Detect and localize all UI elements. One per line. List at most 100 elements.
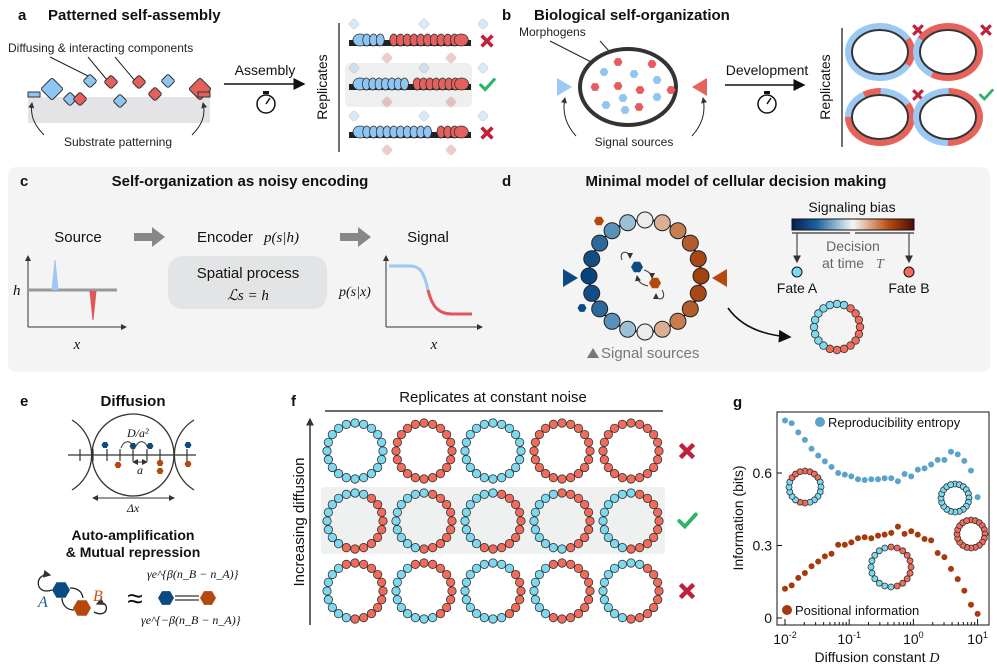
cell-fate-a: [471, 469, 482, 479]
cell-fate-a: [350, 488, 360, 498]
cell-fate-a: [875, 579, 883, 587]
cell-fate-a: [598, 586, 608, 596]
panel-d: d Minimal model of cellular decision mak…: [502, 173, 930, 362]
replicate-ring: [460, 488, 526, 554]
cell-fate-b: [442, 532, 452, 543]
data-point: [914, 531, 921, 538]
curved-arrow: [561, 97, 577, 137]
replicate-ring: [391, 418, 457, 484]
cell-fate-a: [516, 446, 526, 456]
cross-icon: [912, 89, 924, 101]
data-point: [808, 563, 815, 570]
component: [161, 74, 175, 88]
data-point: [941, 456, 948, 463]
cell-fate-a: [341, 489, 351, 499]
panel-letter: a: [18, 7, 27, 24]
morphogen: [635, 86, 645, 94]
data-point: [801, 570, 808, 577]
replicate-ring: [598, 558, 664, 624]
repression-line: [61, 597, 75, 611]
cell-fate-a: [460, 516, 470, 526]
cell-fate-b: [511, 569, 521, 580]
cell-fate-a: [471, 563, 482, 573]
assembly-label: Assembly: [235, 62, 296, 78]
embryo-replicate: [845, 88, 924, 146]
data-point: [868, 535, 875, 542]
data-point: [974, 610, 981, 617]
cell-fate-b: [446, 525, 456, 535]
cell-fate-b: [649, 499, 659, 510]
cell-fate-b: [893, 544, 901, 552]
cell-fate-b: [516, 586, 526, 596]
cell-fate-a: [488, 488, 498, 498]
x-tick-label: 10-2: [773, 630, 797, 647]
cell-fate-b: [846, 304, 855, 313]
morphogen: [590, 83, 600, 91]
cell-fate-a: [391, 586, 401, 596]
data-point: [801, 436, 808, 443]
cell-fate-a: [333, 469, 344, 479]
panel-title: Biological self-organization: [534, 7, 730, 24]
data-point: [795, 429, 802, 436]
ylabel: Increasing diffusion: [291, 458, 308, 587]
replicate-row: [322, 488, 698, 554]
panel-title: Replicates at constant noise: [399, 389, 587, 406]
signaling-cell: [653, 320, 671, 338]
cell-fate-b: [566, 473, 576, 483]
cell-fate-a: [419, 488, 429, 498]
data-point: [782, 417, 788, 424]
blue-component: [423, 125, 432, 139]
boundary-segment: [947, 71, 966, 81]
cell-fate-a: [461, 577, 471, 587]
cell-fate-b: [373, 569, 383, 580]
cell-fate-b: [642, 563, 653, 573]
fate-b-marker: [903, 266, 915, 278]
data-point: [848, 473, 855, 480]
cell-fate-a: [529, 586, 539, 596]
lattice: [79, 442, 192, 474]
assembly-replicates: [348, 18, 496, 156]
cell-fate-a: [322, 586, 332, 596]
signaling-cell: [591, 300, 609, 318]
data-point: [894, 478, 901, 485]
species-a-particle: [101, 442, 109, 448]
cell-fate-b: [963, 517, 971, 525]
cell-fate-b: [557, 474, 567, 484]
cell-fate-a: [333, 423, 344, 433]
cell-fate-a: [479, 419, 489, 429]
panel-g: g 0 0.3 0.6 10-2 10-1 100 101 Reproducibility …: [730, 394, 990, 666]
cell-fate-a: [603, 569, 613, 580]
red-component: [453, 33, 469, 47]
x-label: x: [430, 337, 438, 353]
boundary-segment: [879, 71, 898, 81]
dx-label: Δx: [126, 501, 140, 515]
cell-fate-a: [881, 544, 889, 552]
cell-fate-b: [649, 462, 659, 473]
signaling-bias-colorbar: [791, 218, 915, 231]
cell-fate-b: [635, 543, 645, 553]
legend-marker-entropy: [815, 417, 825, 427]
cross-icon: [678, 442, 696, 460]
data-point: [947, 448, 954, 455]
data-point: [861, 534, 868, 541]
data-point: [795, 574, 802, 581]
morphogen: [620, 106, 630, 114]
cell-fate-b: [653, 595, 663, 605]
cell-fate-b: [511, 532, 521, 543]
hop-arrows: [120, 441, 149, 449]
cell-fate-b: [530, 455, 540, 465]
morphogen: [647, 60, 657, 68]
cell-fate-b: [511, 602, 521, 613]
sources-label: Signal sources: [595, 135, 674, 149]
cell-fate-b: [585, 586, 595, 596]
data-point: [815, 558, 822, 565]
cell-fate-b: [598, 446, 608, 456]
cell-fate-a: [341, 613, 351, 623]
signaling-cell: [636, 323, 654, 341]
cell-fate-b: [796, 468, 804, 476]
signaling-cell: [689, 250, 707, 268]
data-point: [941, 554, 948, 561]
cell-fate-b: [649, 602, 659, 613]
inset-ring: [867, 543, 915, 591]
process-math: ℒs = h: [227, 288, 269, 304]
